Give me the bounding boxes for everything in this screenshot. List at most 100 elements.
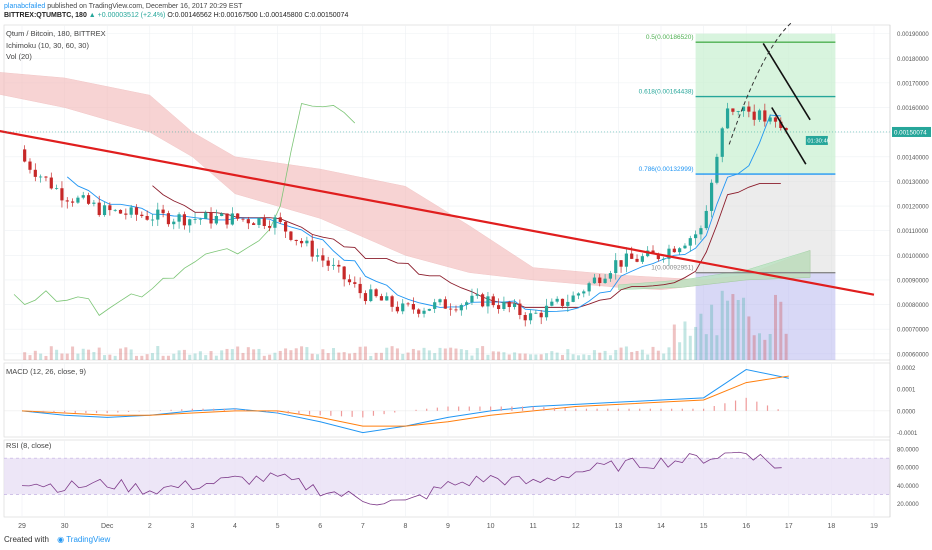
volume-bar — [459, 349, 463, 360]
volume-bar — [529, 354, 533, 360]
volume-bar — [209, 351, 213, 360]
volume-bar — [166, 355, 170, 360]
x-tick-label: 13 — [615, 523, 623, 530]
candle-body — [656, 253, 660, 260]
volume-bar — [230, 349, 234, 360]
candle-body — [470, 295, 474, 303]
candle-body — [379, 296, 384, 301]
candle-body — [518, 303, 522, 316]
volume-bar — [241, 352, 245, 360]
candle-body — [305, 240, 309, 244]
candle-body — [177, 214, 181, 222]
change-label: ▲ +0.00003512 (+2.4%) — [88, 12, 166, 19]
descending-trendline — [0, 129, 875, 296]
volume-bar — [395, 348, 399, 360]
candle-body — [268, 225, 272, 228]
volume-bar — [294, 348, 298, 360]
volume-bar — [385, 347, 389, 360]
volume-bar — [103, 355, 107, 360]
candle-body — [33, 169, 37, 177]
candle-body — [454, 309, 458, 311]
candle-body — [640, 256, 644, 262]
candle-body — [587, 283, 591, 292]
footer: Created with ◉ TradingView — [4, 535, 110, 544]
volume-bar — [545, 353, 549, 360]
volume-bar — [204, 355, 208, 360]
volume-bar — [592, 350, 596, 360]
fib-level-label: 1(0.00092951) — [651, 265, 693, 272]
candle-body — [560, 298, 565, 306]
candle-body — [502, 301, 506, 309]
volume-bar — [699, 313, 703, 360]
volume-bar — [358, 346, 362, 360]
rsi-tick-label: 20.0000 — [897, 502, 919, 508]
x-tick-label: 19 — [870, 523, 878, 530]
volume-bar — [726, 300, 730, 360]
candle-body — [401, 303, 405, 312]
x-tick-label: 4 — [233, 523, 237, 530]
candle-body — [102, 205, 107, 216]
candle-body — [225, 213, 229, 225]
fib-level-label: 0.5(0.00186520) — [646, 34, 694, 41]
volume-bar — [598, 352, 602, 360]
volume-bar — [523, 353, 527, 360]
volume-bar — [768, 334, 772, 360]
candle-body — [108, 205, 112, 211]
kijun-sen-line — [152, 183, 781, 308]
volume-bar — [332, 348, 336, 360]
candle-body — [603, 278, 607, 284]
symbol-ohlc-line: BITTREX:QTUMBTC, 180 ▲ +0.00003512 (+2.4… — [4, 12, 348, 19]
x-tick-label: 5 — [276, 523, 280, 530]
volume-bar — [688, 335, 692, 360]
volume-bar — [539, 354, 543, 360]
tradingview-logo-link[interactable]: ◉ TradingView — [57, 535, 111, 544]
candle-body — [678, 248, 682, 253]
candle-body — [193, 219, 197, 220]
volume-bar — [65, 353, 69, 360]
volume-bar — [113, 355, 117, 360]
price-tick-label: 0.00060000 — [897, 352, 929, 358]
candle-body — [65, 200, 69, 202]
macd-tick-label: -0.0001 — [897, 431, 918, 437]
candle-body — [523, 315, 527, 321]
volume-bar — [76, 353, 80, 360]
volume-bar — [443, 348, 447, 360]
candle-body — [582, 291, 586, 294]
candle-body — [614, 260, 618, 274]
candle-body — [725, 108, 730, 129]
volume-bar — [188, 354, 192, 360]
volume-bar — [198, 351, 202, 360]
candle-body — [315, 255, 320, 257]
candle-body — [294, 239, 298, 241]
volume-bar — [427, 350, 431, 360]
countdown-tag — [805, 135, 828, 145]
candle-body — [374, 289, 378, 297]
volume-bar — [124, 347, 128, 360]
candle-body — [550, 301, 554, 306]
volume-bar — [481, 346, 485, 360]
price-tick-label: 0.00110000 — [897, 229, 929, 235]
x-tick-label: 29 — [18, 523, 26, 530]
volume-bar — [576, 355, 580, 360]
volume-bar — [438, 347, 442, 360]
candle-body — [417, 309, 421, 314]
x-tick-label: 10 — [487, 523, 495, 530]
volume-bar — [720, 290, 724, 360]
candle-body — [688, 238, 692, 246]
rsi-tick-label: 80.0000 — [897, 448, 919, 454]
candle-body — [236, 213, 240, 219]
candle-body — [779, 121, 783, 128]
volume-bar — [262, 355, 266, 360]
publisher-link[interactable]: planabcfailed — [4, 3, 46, 10]
candle-body — [709, 182, 714, 211]
price-tick-label: 0.00160000 — [897, 106, 929, 112]
volume-bar — [507, 354, 511, 360]
candle-body — [512, 303, 517, 308]
volume-bar — [305, 347, 309, 360]
volume-bar — [603, 350, 607, 360]
candle-body — [353, 282, 357, 284]
volume-bar — [284, 348, 288, 360]
candle-body — [630, 253, 634, 259]
volume-bar — [401, 353, 405, 360]
candle-body — [731, 108, 735, 112]
